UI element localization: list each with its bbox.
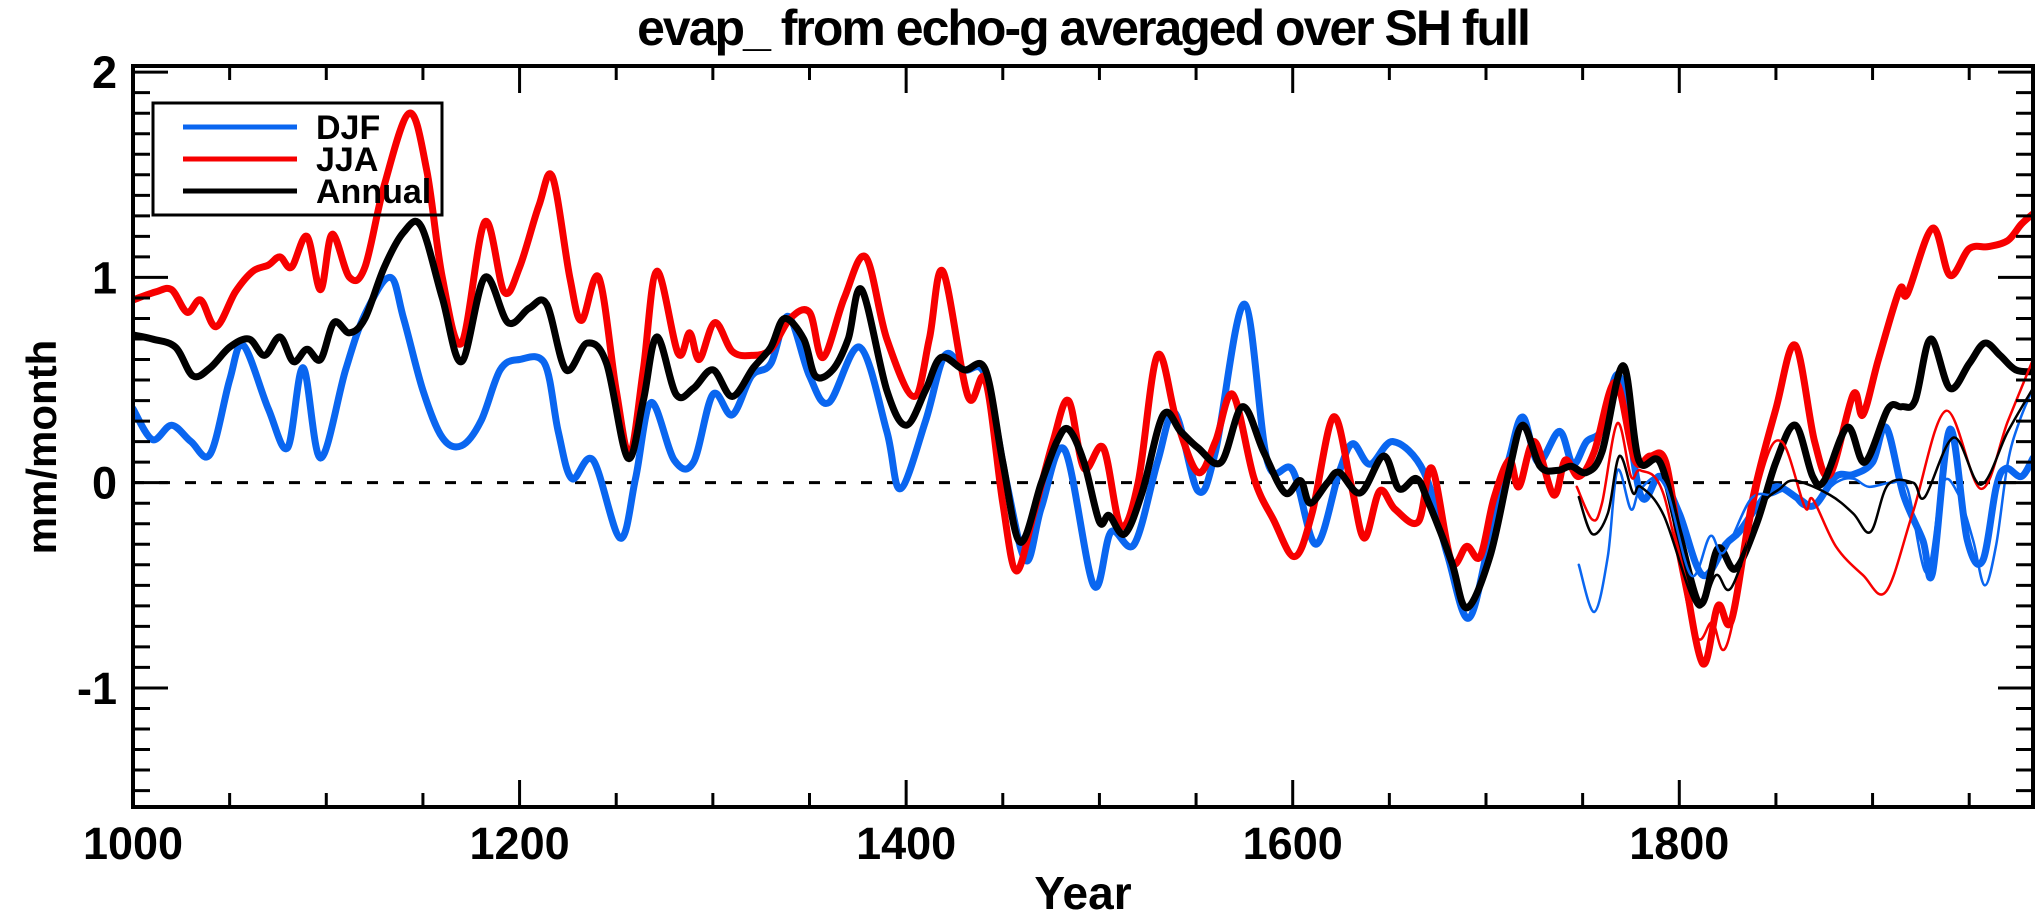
y-tick-label: 0 — [92, 458, 117, 509]
y-tick-label: 2 — [92, 47, 117, 98]
series-line-jja-thin — [1575, 358, 2035, 652]
series-line-annual-thin — [1577, 387, 2035, 609]
series-line-djf — [131, 273, 2035, 622]
x-tick-label: 1800 — [1629, 818, 1729, 869]
x-tick-label: 1000 — [83, 818, 183, 869]
y-tick-label: 1 — [92, 252, 117, 303]
legend-label-jja: JJA — [316, 141, 378, 179]
chart-title: evap_ from echo-g averaged over SH full — [637, 0, 1531, 56]
y-tick-label: -1 — [77, 663, 117, 714]
series-group — [131, 109, 2035, 668]
x-tick-label: 1200 — [470, 818, 570, 869]
plot-frame — [131, 64, 2035, 809]
x-tick-label: 1400 — [856, 818, 956, 869]
series-line-annual — [131, 217, 2035, 612]
legend-label-annual: Annual — [316, 173, 431, 211]
legend-box — [151, 101, 444, 217]
x-tick-label: 1600 — [1243, 818, 1343, 869]
x-axis-title: Year — [1034, 867, 1132, 919]
legend-label-djf: DJF — [316, 109, 380, 147]
